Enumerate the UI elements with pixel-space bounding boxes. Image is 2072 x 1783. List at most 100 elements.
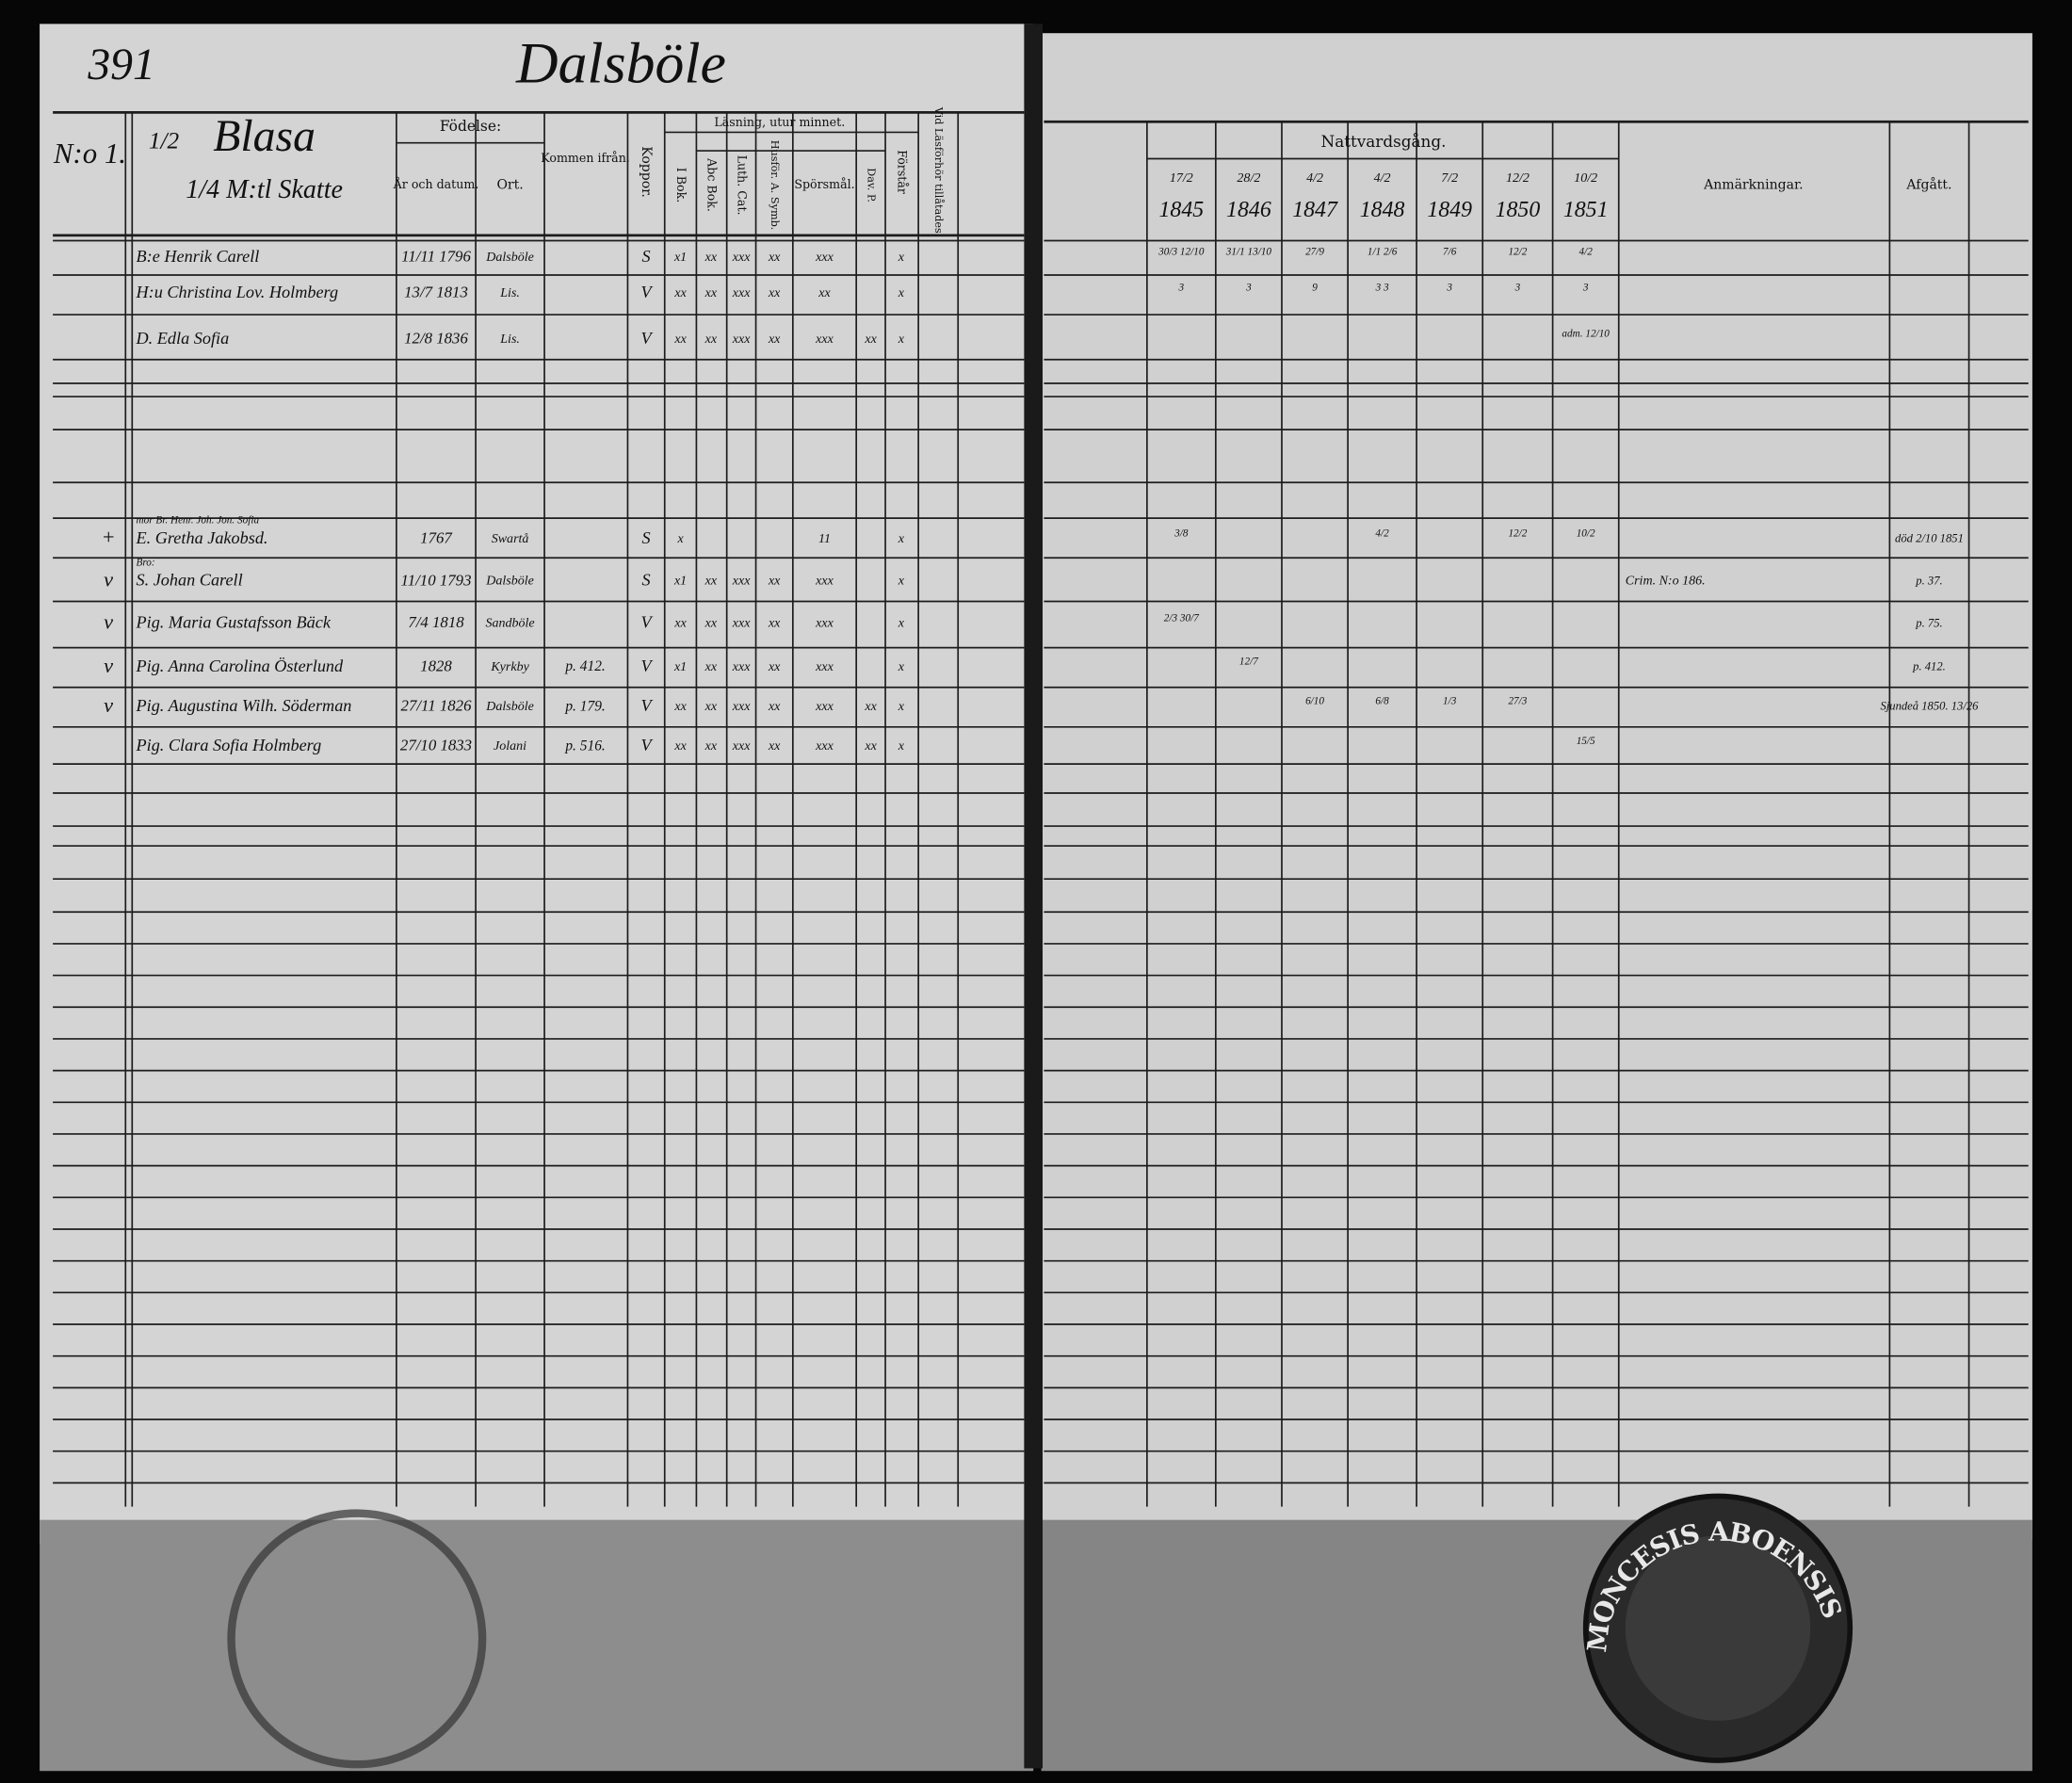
communion-mark: 12/2 [1508,247,1527,258]
communion-mark: 6/10 [1305,696,1324,707]
column-header: Kommen ifrån. [541,151,630,165]
column-header: Anmärkningar. [1703,178,1803,193]
came-from: p. 412. [564,658,605,674]
reading-mark: x1 [673,659,687,674]
reading-mark: xxx [815,616,834,631]
communion-date: 28/2 [1237,170,1260,186]
reading-mark: xx [864,699,877,714]
birth-date: 1828 [420,657,452,675]
reading-mark: xx [768,332,781,347]
communion-year: 1849 [1427,198,1472,222]
reading-mark: xxx [815,699,834,714]
reading-mark: x1 [673,574,687,589]
communion-date: 4/2 [1306,170,1323,186]
margin-mark: v [104,610,113,634]
column-header: Luth. Cat. [736,155,750,216]
birth-date: 11/10 1793 [401,571,472,589]
communion-mark: 27/3 [1508,696,1527,707]
reading-mark: 11 [818,531,831,546]
person-name: S. Johan Carell [137,571,243,590]
reading-mark: xxx [732,659,751,674]
communion-year: 1848 [1360,198,1405,222]
birth-place: Dalsböle [485,574,534,589]
person-name: H:u Christina Lov. Holmberg [136,283,339,301]
communion-year: 1847 [1292,198,1338,222]
birth-date: 7/4 1818 [408,613,464,631]
name-prefix: mor Br. Henr. Joh. Jon. Sofia [137,515,260,527]
smallpox: V [641,329,654,348]
reading-mark: xx [768,738,781,754]
reading-mark: xx [768,285,781,300]
column-header: Nattvardsgång. [1320,132,1446,151]
column-header: Koppor. [639,146,654,198]
communion-mark: 27/9 [1305,247,1324,258]
stamp-right-inner [1625,1535,1811,1721]
person-name: Pig. Clara Sofia Holmberg [136,736,322,754]
communion-date: 4/2 [1374,170,1391,186]
reading-mark: x [898,659,905,674]
column-header: Dav. P. [866,168,878,203]
reading-mark: xx [704,332,718,347]
birth-place: Dalsböle [485,699,534,714]
communion-mark: 3 3 [1375,283,1389,294]
departed: p. 412. [1912,660,1946,673]
departed: död 2/10 1851 [1895,531,1964,544]
reading-mark: x [898,332,905,347]
reading-mark: xx [673,332,687,347]
person-name: E. Gretha Jakobsd. [136,528,268,547]
right-page-bottom [1041,1519,2032,1772]
communion-mark: 9 [1312,283,1318,294]
birth-place: Swartå [492,531,529,546]
reading-mark: xx [673,699,687,714]
reading-mark: xx [704,250,718,265]
reading-mark: x [898,250,905,265]
communion-mark: 4/2 [1579,247,1594,258]
birth-date: 11/11 1796 [401,248,471,266]
left-page [40,24,1034,1544]
reading-mark: xxx [732,616,751,631]
column-header: Ort. [496,178,523,193]
communion-mark: 3 [1245,283,1252,294]
departed: Sjundeå 1850. 13/26 [1880,700,1979,713]
village-name: Dalsböle [515,31,726,95]
communion-mark: adm. 12/10 [1562,329,1610,340]
smallpox: V [641,656,654,675]
column-header: År och datum. [393,177,479,191]
margin-mark: v [104,568,113,592]
birth-date: 13/7 1813 [404,283,468,300]
smallpox: S [642,528,651,547]
birth-date: 27/10 1833 [400,737,472,754]
reading-mark: xxx [815,250,834,265]
communion-mark: 12/7 [1239,656,1258,668]
birth-place: Dalsböle [485,250,534,265]
birth-place: Jolani [494,738,526,754]
reading-mark: x [898,531,905,546]
communion-mark: 10/2 [1577,528,1595,540]
communion-year: 1851 [1563,198,1609,222]
communion-mark: 30/3 12/10 [1157,247,1205,258]
reading-mark: xxx [815,659,834,674]
reading-mark: xxx [732,250,751,265]
reading-mark: x [898,699,905,714]
reading-mark: xx [768,659,781,674]
reading-mark: xx [704,699,718,714]
communion-mark: 7/6 [1443,247,1457,258]
reading-mark: xxx [732,574,751,589]
reading-mark: x [898,616,905,631]
reading-mark: xxx [732,285,751,300]
reading-mark: x [898,285,905,300]
reading-mark: xxx [815,332,834,347]
communion-date: 10/2 [1574,170,1597,186]
column-header: Afgått. [1905,177,1951,193]
reading-mark: xx [704,616,718,631]
column-header: Födelse: [440,118,501,135]
farm-name: Blasa [213,111,316,161]
right-page [1041,33,2032,1540]
smallpox: V [641,613,654,632]
reading-mark: xxx [815,574,834,589]
smallpox: V [641,283,654,301]
farm-number: N:o 1. [53,138,126,170]
column-header: Läsning, utur minnet. [714,115,845,129]
birth-place: Sandböle [485,616,534,631]
